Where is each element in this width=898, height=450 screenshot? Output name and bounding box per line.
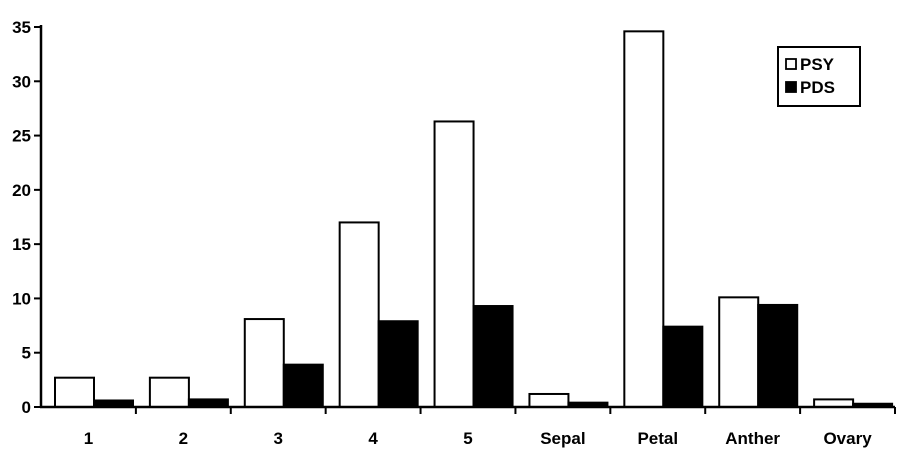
y-tick-label: 10 xyxy=(12,289,31,308)
bar-pds-petal xyxy=(662,325,704,408)
x-category-label: 4 xyxy=(368,429,378,448)
bar-psy-sepal xyxy=(528,392,570,409)
x-category-label: 1 xyxy=(84,429,93,448)
bar-pds-5 xyxy=(472,305,514,408)
y-tick-label: 20 xyxy=(12,181,31,200)
legend: PSY PDS xyxy=(777,46,861,107)
y-tick-label: 30 xyxy=(12,72,31,91)
bar-psy-petal xyxy=(623,30,665,408)
legend-label-pds: PDS xyxy=(800,78,835,97)
x-category-label: Ovary xyxy=(823,429,872,448)
x-category-label: 3 xyxy=(273,429,282,448)
y-tick-label: 5 xyxy=(22,344,31,363)
y-tick-label: 25 xyxy=(12,127,31,146)
bar-psy-3 xyxy=(243,318,285,408)
legend-swatch-psy xyxy=(785,58,797,70)
x-category-label: Anther xyxy=(725,429,780,448)
y-tick-label: 15 xyxy=(12,235,31,254)
y-axis-ticks: 0 5 10 15 20 25 30 35 xyxy=(12,18,41,417)
bar-psy-2 xyxy=(148,376,190,408)
x-category-label: 2 xyxy=(179,429,188,448)
legend-swatch-pds xyxy=(785,81,797,93)
x-category-label: Petal xyxy=(637,429,678,448)
bar-pds-4 xyxy=(377,320,419,409)
axes xyxy=(39,25,896,414)
y-tick-label: 0 xyxy=(22,398,31,417)
bar-psy-4 xyxy=(338,221,380,408)
bar-psy-1 xyxy=(54,376,95,408)
legend-label-psy: PSY xyxy=(800,55,835,74)
legend-box xyxy=(777,46,861,107)
y-tick-label: 35 xyxy=(12,18,31,37)
x-axis-labels: 1 2 3 4 5 Sepal Petal Anther Ovary xyxy=(84,429,872,448)
bar-pds-3 xyxy=(282,363,324,408)
x-category-label: 5 xyxy=(463,429,472,448)
bars xyxy=(54,30,894,409)
bar-psy-anther xyxy=(718,296,760,409)
x-category-label: Sepal xyxy=(540,429,585,448)
bar-psy-5 xyxy=(433,120,475,408)
bar-pds-anther xyxy=(757,303,799,409)
